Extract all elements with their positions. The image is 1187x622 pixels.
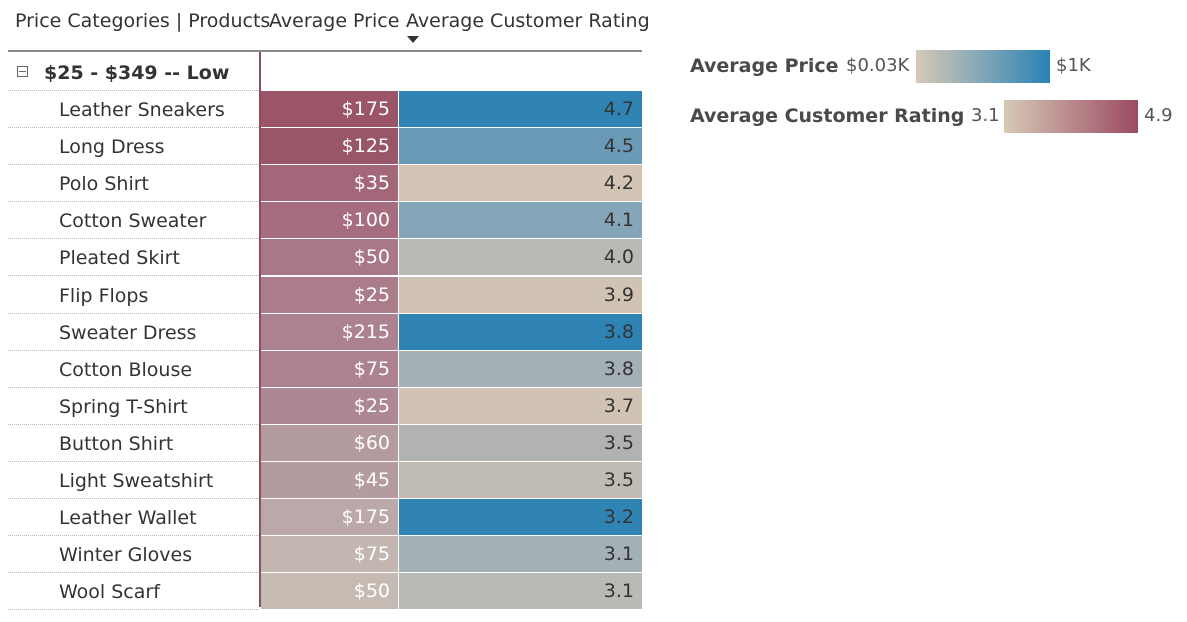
average-rating-cell: 3.8 — [399, 350, 642, 387]
collapse-icon[interactable] — [17, 66, 28, 77]
column-divider — [259, 52, 261, 607]
average-rating-cell: 4.7 — [399, 91, 642, 127]
average-price-cell: $215 — [261, 313, 398, 350]
group-row: $25 - $349 -- Low — [8, 54, 259, 91]
average-rating-cell: 3.9 — [399, 276, 642, 313]
table-row[interactable]: Winter Gloves $75 3.1 — [8, 536, 642, 574]
average-rating-cell: 4.5 — [399, 128, 642, 165]
average-price-cell: $25 — [261, 276, 398, 313]
legend-rating-min: 3.1 — [971, 105, 1000, 126]
table-row[interactable]: Sweater Dress $215 3.8 — [8, 313, 642, 351]
average-rating-cell: 4.2 — [399, 165, 642, 202]
average-rating-cell: 3.2 — [399, 499, 642, 536]
product-name: Leather Sneakers — [59, 99, 225, 121]
column-header-price-categories-products[interactable]: Price Categories | Products — [15, 10, 271, 32]
table-row[interactable]: Cotton Sweater $100 4.1 — [8, 202, 642, 240]
product-name: Leather Wallet — [59, 507, 197, 530]
legend-rating-max: 4.9 — [1144, 105, 1173, 126]
average-rating-cell: 3.1 — [399, 536, 642, 573]
product-name: Light Sweatshirt — [59, 470, 214, 492]
product-name: Button Shirt — [59, 432, 174, 455]
column-header-average-price[interactable]: Average Price — [269, 10, 400, 32]
average-rating-cell: 3.7 — [399, 387, 642, 424]
average-price-cell: $175 — [261, 91, 398, 127]
header-divider — [8, 50, 642, 52]
average-rating-cell: 4.1 — [399, 202, 642, 239]
legend-price-max: $1K — [1056, 55, 1091, 76]
table-row[interactable]: Leather Wallet $175 3.2 — [8, 499, 642, 537]
table-row[interactable]: Polo Shirt $35 4.2 — [8, 165, 642, 203]
table-row[interactable]: Light Sweatshirt $45 3.5 — [8, 462, 642, 499]
product-name: Wool Scarf — [59, 581, 160, 604]
table-header: Price Categories | Products Average Pric… — [0, 0, 650, 48]
product-name: Cotton Blouse — [59, 358, 193, 381]
average-price-cell: $100 — [261, 202, 398, 239]
average-rating-cell: 3.8 — [399, 313, 642, 350]
table-row[interactable]: Button Shirt $60 3.5 — [8, 424, 642, 462]
average-rating-cell: 4.0 — [399, 239, 642, 276]
table-row[interactable]: Leather Sneakers $175 4.7 — [8, 91, 642, 128]
group-label: $25 - $349 -- Low — [44, 62, 230, 84]
table-row[interactable]: Spring T-Shirt $25 3.7 — [8, 387, 642, 425]
table-row[interactable]: Wool Scarf $50 3.1 — [8, 573, 642, 611]
column-header-average-customer-rating[interactable]: Average Customer Rating — [406, 10, 650, 32]
table-row[interactable]: Cotton Blouse $75 3.8 — [8, 350, 642, 388]
average-rating-cell: 3.5 — [399, 424, 642, 461]
average-rating-cell: 3.1 — [399, 573, 642, 610]
table-row[interactable]: Flip Flops $25 3.9 — [8, 276, 642, 314]
product-name: Long Dress — [59, 136, 165, 159]
table-row[interactable]: Long Dress $125 4.5 — [8, 128, 642, 166]
product-name: Pleated Skirt — [59, 247, 180, 270]
sort-descending-icon[interactable] — [407, 36, 419, 43]
product-name: Sweater Dress — [59, 321, 197, 344]
average-price-cell: $50 — [261, 239, 398, 276]
legend-rating-title: Average Customer Rating — [690, 105, 965, 127]
table-row[interactable]: Pleated Skirt $50 4.0 — [8, 239, 642, 277]
average-price-cell: $75 — [261, 536, 398, 573]
legend-price-gradient — [916, 50, 1050, 83]
product-name: Cotton Sweater — [59, 210, 207, 233]
average-rating-cell: 3.5 — [399, 462, 642, 498]
legend-rating-gradient — [1004, 100, 1138, 133]
average-price-cell: $45 — [261, 462, 398, 498]
average-price-cell: $25 — [261, 387, 398, 424]
legend-price-min: $0.03K — [846, 55, 910, 76]
average-price-cell: $75 — [261, 350, 398, 387]
average-price-cell: $50 — [261, 573, 398, 610]
average-price-cell: $125 — [261, 128, 398, 165]
legend-price-title: Average Price — [690, 55, 839, 77]
product-name: Spring T-Shirt — [59, 395, 188, 418]
average-price-cell: $175 — [261, 499, 398, 536]
product-name: Polo Shirt — [59, 173, 149, 196]
average-price-cell: $60 — [261, 424, 398, 461]
product-name: Flip Flops — [59, 284, 149, 307]
average-price-cell: $35 — [261, 165, 398, 202]
product-name: Winter Gloves — [59, 544, 193, 567]
